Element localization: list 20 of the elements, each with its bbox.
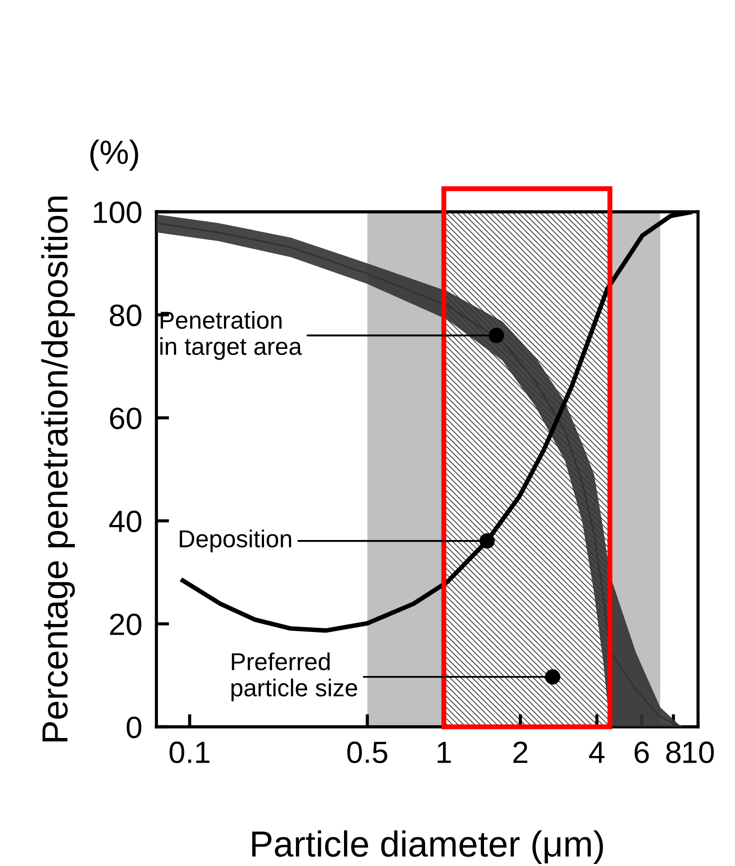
y-tick-label: 0	[126, 716, 142, 738]
y-tick-label: 60	[110, 408, 142, 430]
x-tick-label: 0.5	[347, 742, 388, 764]
x-tick-label: 0.1	[170, 742, 210, 764]
x-tick-label: 6	[634, 742, 649, 764]
x-axis-title: Particle diameter (μm)	[252, 830, 603, 864]
y-tick-label: 20	[110, 614, 142, 636]
text: (%)	[90, 140, 138, 171]
y-tick-label: 100	[94, 202, 142, 224]
annotation: Penetration in target area	[160, 311, 302, 360]
x-tick-label: 4	[589, 742, 604, 763]
y-tick-label: 80	[110, 304, 142, 326]
x-tick-label: 2	[513, 742, 528, 763]
annotation: Deposition	[180, 530, 292, 552]
annotation: Preferred particle size	[231, 652, 358, 702]
y-axis-title: Percentage penetration/deposition	[41, 196, 75, 742]
y-tick-label: 40	[109, 510, 142, 532]
x-tick-label: 8	[666, 742, 681, 764]
x-tick-label: 1	[438, 742, 451, 763]
x-tick-label: 10	[683, 742, 714, 764]
